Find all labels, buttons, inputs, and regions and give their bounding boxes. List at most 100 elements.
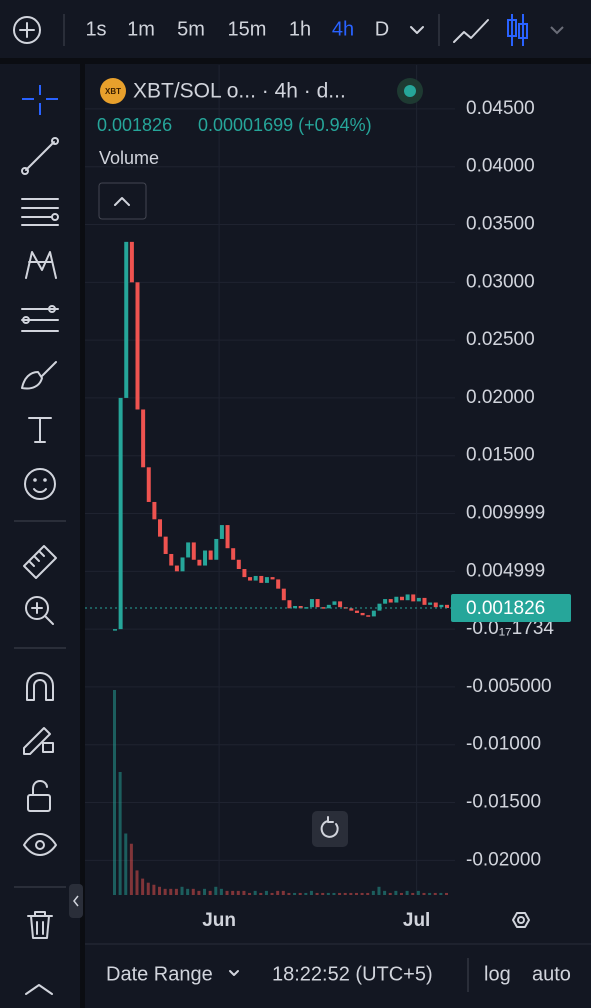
candle xyxy=(259,575,264,583)
volume-bar xyxy=(338,892,342,895)
emoji-tool[interactable] xyxy=(24,468,56,500)
volume-bar xyxy=(293,892,297,895)
candle xyxy=(113,629,117,631)
last-price-label: 0.001826 xyxy=(466,598,545,619)
interval-button[interactable]: 1m xyxy=(127,18,155,40)
symbol-title[interactable]: XBT/SOL o... · 4h · d... xyxy=(133,80,346,103)
add-symbol-button[interactable] xyxy=(13,16,41,44)
volume-bar xyxy=(349,892,353,895)
interval-button[interactable]: 5m xyxy=(177,18,205,40)
reset-icon xyxy=(320,816,339,838)
volume-bar xyxy=(321,892,325,895)
interval-button[interactable]: 4h xyxy=(332,18,354,40)
volume-bar xyxy=(236,890,240,895)
volume-bar xyxy=(191,888,195,895)
volume-bar xyxy=(445,892,448,895)
volume-bar xyxy=(259,892,263,895)
volume-bar xyxy=(219,888,223,895)
y-tick-label: 0.03000 xyxy=(466,271,535,292)
volume-bar xyxy=(377,886,381,895)
candle xyxy=(354,610,359,613)
volume-bar xyxy=(304,892,308,895)
candle xyxy=(248,577,253,581)
ruler-tool[interactable] xyxy=(23,545,57,579)
brush-tool[interactable] xyxy=(21,361,57,390)
candle xyxy=(298,606,303,609)
chevron-up xyxy=(114,197,130,206)
interval-button[interactable]: 1h xyxy=(289,18,311,40)
lock-drawings-tool[interactable] xyxy=(23,727,54,755)
zoom-tool[interactable] xyxy=(25,596,54,625)
log-scale-button[interactable]: log xyxy=(484,963,511,985)
volume-bar xyxy=(225,890,229,895)
magnet-tool[interactable] xyxy=(26,672,54,701)
price-change: 0.00001699 (+0.94%) xyxy=(198,115,372,135)
candle xyxy=(219,525,224,539)
crosshair-tool[interactable] xyxy=(22,85,58,115)
collapse-toolbar-button[interactable] xyxy=(69,884,83,918)
candle xyxy=(332,601,337,605)
y-tick-label: 0.01500 xyxy=(466,445,535,466)
volume-bar xyxy=(354,892,358,895)
delete-tool[interactable] xyxy=(27,911,53,939)
y-tick-label: -0.0₁₇1734 xyxy=(466,618,554,639)
date-range-button[interactable]: Date Range xyxy=(106,963,213,985)
candle xyxy=(225,525,230,549)
volume-bar xyxy=(158,886,162,895)
lock-tool[interactable] xyxy=(27,780,51,812)
fib-tool[interactable] xyxy=(21,198,59,226)
reset-chart-button[interactable] xyxy=(312,811,348,847)
chart-type-dropdown[interactable] xyxy=(550,26,564,35)
candle xyxy=(152,501,157,520)
volume-bar xyxy=(343,892,347,895)
y-tick-label: -0.02000 xyxy=(466,849,541,870)
volume-bar xyxy=(242,890,246,895)
volume-bar xyxy=(231,890,235,895)
volume-bar xyxy=(163,888,167,895)
volume-bar xyxy=(439,892,443,895)
interval-button[interactable]: 15m xyxy=(228,18,267,40)
volume-bar xyxy=(169,888,173,895)
grid xyxy=(85,65,455,895)
projection-tool[interactable] xyxy=(21,305,59,332)
volume-bar xyxy=(326,892,330,895)
volume-bar xyxy=(281,890,285,895)
volume-bar xyxy=(248,892,252,895)
candle xyxy=(411,594,416,602)
market-status xyxy=(404,85,416,97)
pattern-tool[interactable] xyxy=(25,251,57,279)
candle xyxy=(169,553,174,566)
candle xyxy=(186,542,191,558)
candle-chart-button[interactable] xyxy=(507,14,528,46)
trend-line-tool[interactable] xyxy=(21,137,59,175)
visibility-tool[interactable] xyxy=(23,833,57,856)
interval-button[interactable]: 1s xyxy=(85,18,106,40)
clock[interactable]: 18:22:52 (UTC+5) xyxy=(272,963,433,985)
y-tick-label: 0.02000 xyxy=(466,387,535,408)
volume-bar xyxy=(270,892,274,895)
auto-scale-button[interactable]: auto xyxy=(532,963,571,985)
volume-bar xyxy=(428,892,432,895)
text-tool[interactable] xyxy=(28,417,52,443)
volume-bar xyxy=(315,892,319,895)
interval-button[interactable]: D xyxy=(375,18,389,40)
candle xyxy=(293,606,298,609)
layers-tool[interactable] xyxy=(25,984,53,995)
bottom-bar xyxy=(85,944,591,1008)
logo-text: XBT xyxy=(105,87,121,96)
candle xyxy=(197,559,202,566)
line-chart-button[interactable] xyxy=(453,19,489,43)
volume-bar xyxy=(113,690,116,895)
collapse-legend-button[interactable] xyxy=(98,182,147,220)
volume-bar xyxy=(298,892,302,895)
x-tick-label: Jun xyxy=(202,910,236,931)
volume-bar xyxy=(118,772,122,895)
settings-button[interactable] xyxy=(512,912,530,928)
volume-bar xyxy=(135,870,139,895)
date-range-dropdown xyxy=(229,970,239,976)
last-price-tag xyxy=(451,594,571,623)
candle xyxy=(276,579,281,589)
candle xyxy=(422,597,427,605)
interval-dropdown[interactable] xyxy=(410,26,424,34)
candle xyxy=(360,612,365,616)
